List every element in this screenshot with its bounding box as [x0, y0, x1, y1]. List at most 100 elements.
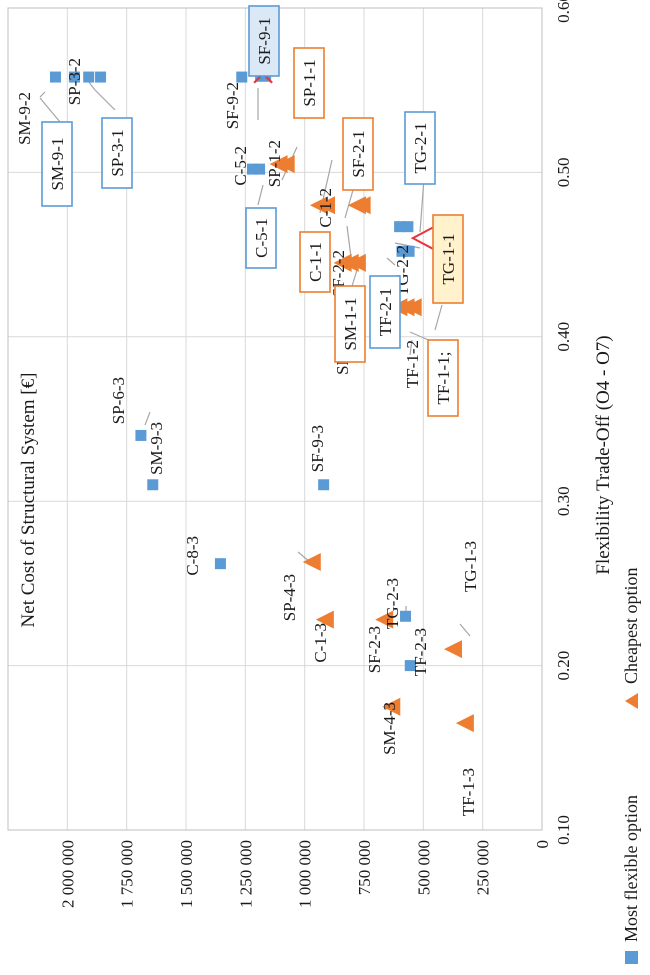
x-tick-label: 0.10	[554, 815, 573, 845]
data-point-cheapest	[352, 196, 371, 215]
point-label: SP-1-2	[265, 140, 284, 187]
data-point-most-flexible	[394, 221, 406, 233]
leader-line	[39, 97, 61, 123]
boxed-label: SM-1-1	[341, 298, 360, 351]
boxed-label: SF-9-1	[255, 17, 274, 64]
point-label: SF-9-3	[308, 425, 327, 472]
x-tick-label: 0.60	[554, 0, 573, 23]
leader-line	[409, 339, 413, 356]
legend-label-cheapest: Cheapest option	[621, 568, 641, 684]
x-axis-title: Flexibility Trade-Off (O4 - O7)	[593, 335, 614, 574]
point-label: SP-4-3	[280, 574, 299, 621]
y-tick-label: 2 000 000	[58, 840, 77, 908]
data-points	[49, 63, 474, 733]
data-point-cheapest	[276, 155, 295, 174]
data-point-most-flexible	[396, 245, 408, 257]
leader-line	[434, 304, 443, 331]
point-label: SM-4-3	[380, 702, 399, 755]
boxed-label: SP-3-1	[108, 129, 127, 176]
leader-line	[459, 623, 471, 637]
data-point-most-flexible	[95, 71, 107, 83]
boxed-label-frame	[293, 47, 325, 119]
boxed-label: SM-9-1	[48, 138, 67, 191]
boxed-label-frame	[101, 117, 133, 189]
data-point-most-flexible	[68, 71, 80, 83]
point-label: SM-9-3	[147, 422, 166, 475]
data-point-most-flexible	[49, 71, 61, 83]
leader-line	[386, 257, 396, 266]
data-point-cheapest	[403, 298, 422, 317]
grid	[8, 7, 543, 831]
data-point-most-flexible	[147, 479, 159, 491]
data-point-most-flexible	[83, 71, 95, 83]
boxed-label-frame	[427, 339, 459, 417]
leader-line	[144, 411, 151, 426]
data-point-cheapest	[302, 553, 321, 572]
boxed-label: C-5-1	[252, 218, 271, 258]
leader-line	[94, 89, 116, 111]
boxed-label: SF-2-1	[349, 130, 368, 177]
point-label: C-8-3	[183, 536, 202, 576]
boxed-labels: SM-9-1 SP-3-1 SF-9-1 SP-1-1 C-5-1 SF-2-1 TG-2-…	[41, 5, 464, 417]
data-point-most-flexible	[404, 660, 416, 672]
data-point-most-flexible	[400, 610, 412, 622]
point-label: TF-1-3	[459, 768, 478, 816]
data-point-cheapest	[317, 196, 336, 215]
point-label: TG-2-3	[383, 578, 402, 629]
y-tick-label: 1 250 000	[236, 840, 255, 908]
point-label: TG-1-3	[461, 541, 480, 592]
data-point-cheapest	[315, 610, 334, 629]
x-tick-label: 0.30	[554, 486, 573, 516]
leader-line	[257, 184, 264, 206]
data-point-cheapest	[455, 714, 474, 733]
boxed-label-frame	[432, 214, 464, 304]
data-point-most-flexible	[214, 558, 226, 570]
legend-marker-cheapest	[625, 693, 638, 709]
y-tick-label: 750 000	[355, 840, 374, 895]
data-point-most-flexible	[254, 163, 266, 175]
axes: 0.10 0.20 0.30 0.40 0.50 0.60 0 250 000 500 000 7…	[7, 0, 573, 908]
boxed-label-frame	[248, 5, 280, 77]
legend-label-most-flexible: Most flexible option	[621, 795, 641, 942]
legend-marker-most-flexible	[625, 951, 638, 964]
leader-line	[39, 91, 46, 98]
point-label: TF-1-2	[403, 340, 422, 388]
data-point-most-flexible	[403, 245, 415, 257]
x-tick-label: 0.50	[554, 158, 573, 188]
x-tick-label: 0.20	[554, 651, 573, 681]
boxed-label: TG-1-1	[439, 234, 458, 285]
boxed-label-frame	[369, 275, 401, 349]
data-point-cheapest	[382, 697, 401, 716]
boxed-label: SP-1-1	[300, 59, 319, 106]
data-point-most-flexible	[236, 71, 248, 83]
y-tick-label: 250 000	[474, 840, 493, 895]
boxed-label-frame	[245, 207, 277, 269]
point-label: C-1-3	[311, 623, 330, 663]
boxed-label: TF-1-1;	[434, 352, 453, 405]
data-point-cheapest	[444, 640, 462, 659]
point-label: C-5-2	[231, 146, 250, 186]
point-label: SF-2-3	[365, 626, 384, 673]
boxed-label-frame	[41, 121, 73, 207]
data-point-cheapest	[375, 610, 394, 629]
y-axis-title: Net Cost of Structural System [€]	[18, 373, 39, 628]
point-label: SF-9-2	[223, 82, 242, 129]
boxed-label-frame	[334, 285, 366, 363]
data-point-cheapest	[347, 253, 366, 272]
data-point-most-flexible	[246, 163, 258, 175]
y-tick-label: 1 750 000	[118, 840, 137, 908]
point-label: SM-9-2	[15, 92, 34, 145]
boxed-label: C-1-1	[306, 242, 325, 282]
point-label: TF-2-3	[411, 628, 430, 676]
boxed-label-frame	[404, 111, 436, 185]
data-point-most-flexible	[318, 479, 330, 491]
plot-frame	[7, 7, 543, 831]
y-tick-label: 1 500 000	[177, 840, 196, 908]
point-label: SP-3-2	[65, 58, 84, 105]
y-tick-label: 0	[533, 840, 552, 849]
y-tick-label: 1 000 000	[296, 840, 315, 908]
legend: Most flexible option Cheapest option	[621, 568, 641, 964]
point-label: C-1-2	[316, 188, 335, 228]
data-point-most-flexible	[135, 429, 147, 441]
